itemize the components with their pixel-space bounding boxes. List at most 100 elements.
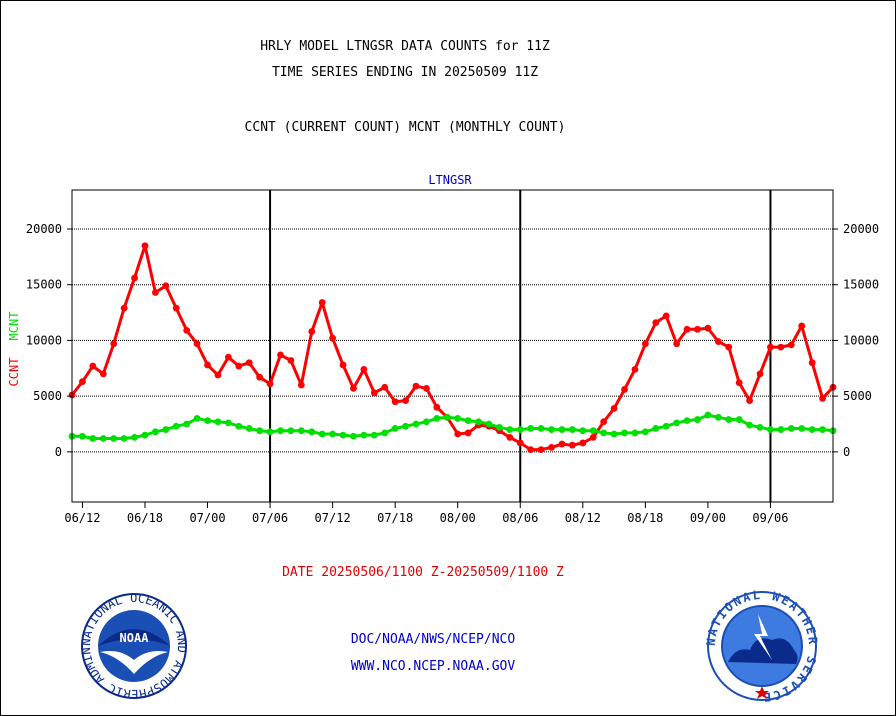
panel-title: LTNGSR bbox=[428, 173, 472, 187]
ccnt-point bbox=[652, 319, 660, 326]
ccnt-point bbox=[224, 353, 232, 361]
ccnt-point bbox=[725, 343, 733, 351]
ccnt-point bbox=[204, 361, 211, 369]
mcnt-point bbox=[704, 411, 712, 419]
ccnt-point bbox=[641, 340, 649, 348]
mcnt-point bbox=[297, 427, 305, 435]
mcnt-point bbox=[89, 435, 97, 442]
ccnt-point bbox=[527, 446, 535, 454]
mcnt-point bbox=[537, 425, 545, 432]
mcnt-point bbox=[235, 422, 243, 430]
mcnt-point bbox=[662, 422, 670, 430]
mcnt-point bbox=[777, 426, 785, 433]
mcnt-point bbox=[475, 418, 482, 426]
ccnt-point bbox=[767, 343, 774, 351]
mcnt-point bbox=[402, 422, 409, 430]
mcnt-series bbox=[68, 411, 837, 442]
ccnt-point bbox=[360, 366, 368, 373]
mcnt-point bbox=[527, 425, 535, 432]
ccnt-point bbox=[568, 441, 576, 449]
ccnt-point bbox=[318, 299, 326, 306]
x-tick-label: 09/00 bbox=[690, 511, 726, 525]
ccnt-point bbox=[120, 304, 128, 312]
plot-area-border bbox=[71, 189, 834, 503]
ccnt-point bbox=[714, 338, 722, 345]
ccnt-point bbox=[579, 439, 587, 447]
x-tick-label: 06/18 bbox=[127, 511, 163, 525]
mcnt-point bbox=[548, 426, 555, 433]
ccnt-point bbox=[704, 324, 712, 332]
mcnt-point bbox=[423, 418, 430, 426]
mcnt-point bbox=[568, 426, 576, 433]
mcnt-point bbox=[433, 415, 441, 422]
ccnt-point bbox=[162, 282, 170, 290]
ccnt-point bbox=[516, 439, 524, 447]
chart-title-line-1: HRLY MODEL LTNGSR DATA COUNTS for 11Z bbox=[260, 39, 550, 54]
ccnt-point bbox=[558, 440, 566, 448]
mcnt-point bbox=[266, 428, 274, 436]
ccnt-point bbox=[787, 341, 795, 349]
ccnt-point bbox=[589, 433, 597, 441]
ccnt-point bbox=[193, 340, 201, 348]
mcnt-point bbox=[641, 428, 649, 436]
ccnt-point bbox=[454, 430, 462, 438]
credit-line-1: DOC/NOAA/NWS/NCEP/NCO bbox=[350, 632, 516, 647]
mcnt-point bbox=[610, 430, 618, 438]
mcnt-point bbox=[224, 419, 232, 427]
mcnt-point bbox=[464, 417, 472, 425]
mcnt-point bbox=[360, 431, 368, 439]
ccnt-point bbox=[214, 371, 222, 379]
ccnt-point bbox=[79, 378, 86, 386]
ccnt-point bbox=[370, 389, 378, 397]
mcnt-point bbox=[694, 416, 701, 423]
x-tick-label: 06/12 bbox=[64, 511, 100, 525]
mcnt-point bbox=[412, 420, 420, 428]
mcnt-point bbox=[172, 422, 180, 430]
ccnt-point bbox=[256, 373, 264, 381]
mcnt-point bbox=[746, 421, 754, 429]
ccnt-point bbox=[756, 370, 764, 378]
mcnt-point bbox=[308, 428, 316, 436]
mcnt-point bbox=[287, 427, 295, 435]
x-tick-label: 07/18 bbox=[377, 511, 413, 525]
ccnt-point bbox=[777, 343, 785, 351]
mcnt-point bbox=[819, 426, 826, 433]
ccnt-point bbox=[694, 325, 701, 333]
mcnt-point bbox=[339, 431, 347, 439]
mcnt-point bbox=[120, 435, 128, 442]
y-tick-label-left: 15000 bbox=[26, 278, 62, 292]
mcnt-point bbox=[151, 428, 159, 436]
mcnt-point bbox=[350, 432, 357, 440]
ccnt-point bbox=[235, 362, 243, 370]
y-tick-label-left: 20000 bbox=[26, 222, 62, 236]
mcnt-point bbox=[193, 415, 201, 422]
ccnt-point bbox=[662, 312, 670, 320]
mcnt-point bbox=[756, 423, 764, 431]
ccnt-point bbox=[506, 433, 514, 441]
ccnt-point bbox=[381, 383, 389, 391]
mcnt-point bbox=[652, 425, 660, 432]
ccnt-point bbox=[537, 446, 545, 454]
mcnt-point bbox=[141, 431, 149, 439]
noaa-logo-text: NOAA bbox=[120, 631, 150, 645]
ccnt-point bbox=[89, 362, 97, 370]
y-tick-label-right: 0 bbox=[843, 445, 850, 459]
ccnt-point bbox=[266, 380, 274, 388]
mcnt-point bbox=[725, 416, 733, 423]
ccnt-point bbox=[297, 381, 305, 389]
mcnt-point bbox=[787, 425, 795, 432]
mcnt-point bbox=[496, 423, 503, 431]
x-tick-label: 08/00 bbox=[440, 511, 476, 525]
ccnt-point bbox=[245, 359, 253, 367]
ccnt-point bbox=[141, 242, 149, 250]
mcnt-point bbox=[683, 417, 691, 425]
y-tick-label-right: 5000 bbox=[843, 389, 872, 403]
ccnt-point bbox=[819, 394, 826, 402]
mcnt-point bbox=[673, 419, 681, 427]
mcnt-point bbox=[381, 429, 389, 437]
x-tick-label: 09/06 bbox=[752, 511, 788, 525]
chart-title-line-2: TIME SERIES ENDING IN 20250509 11Z bbox=[271, 65, 539, 80]
ccnt-point bbox=[131, 274, 138, 282]
y-axis-label-mcnt: MCNT bbox=[7, 312, 21, 341]
